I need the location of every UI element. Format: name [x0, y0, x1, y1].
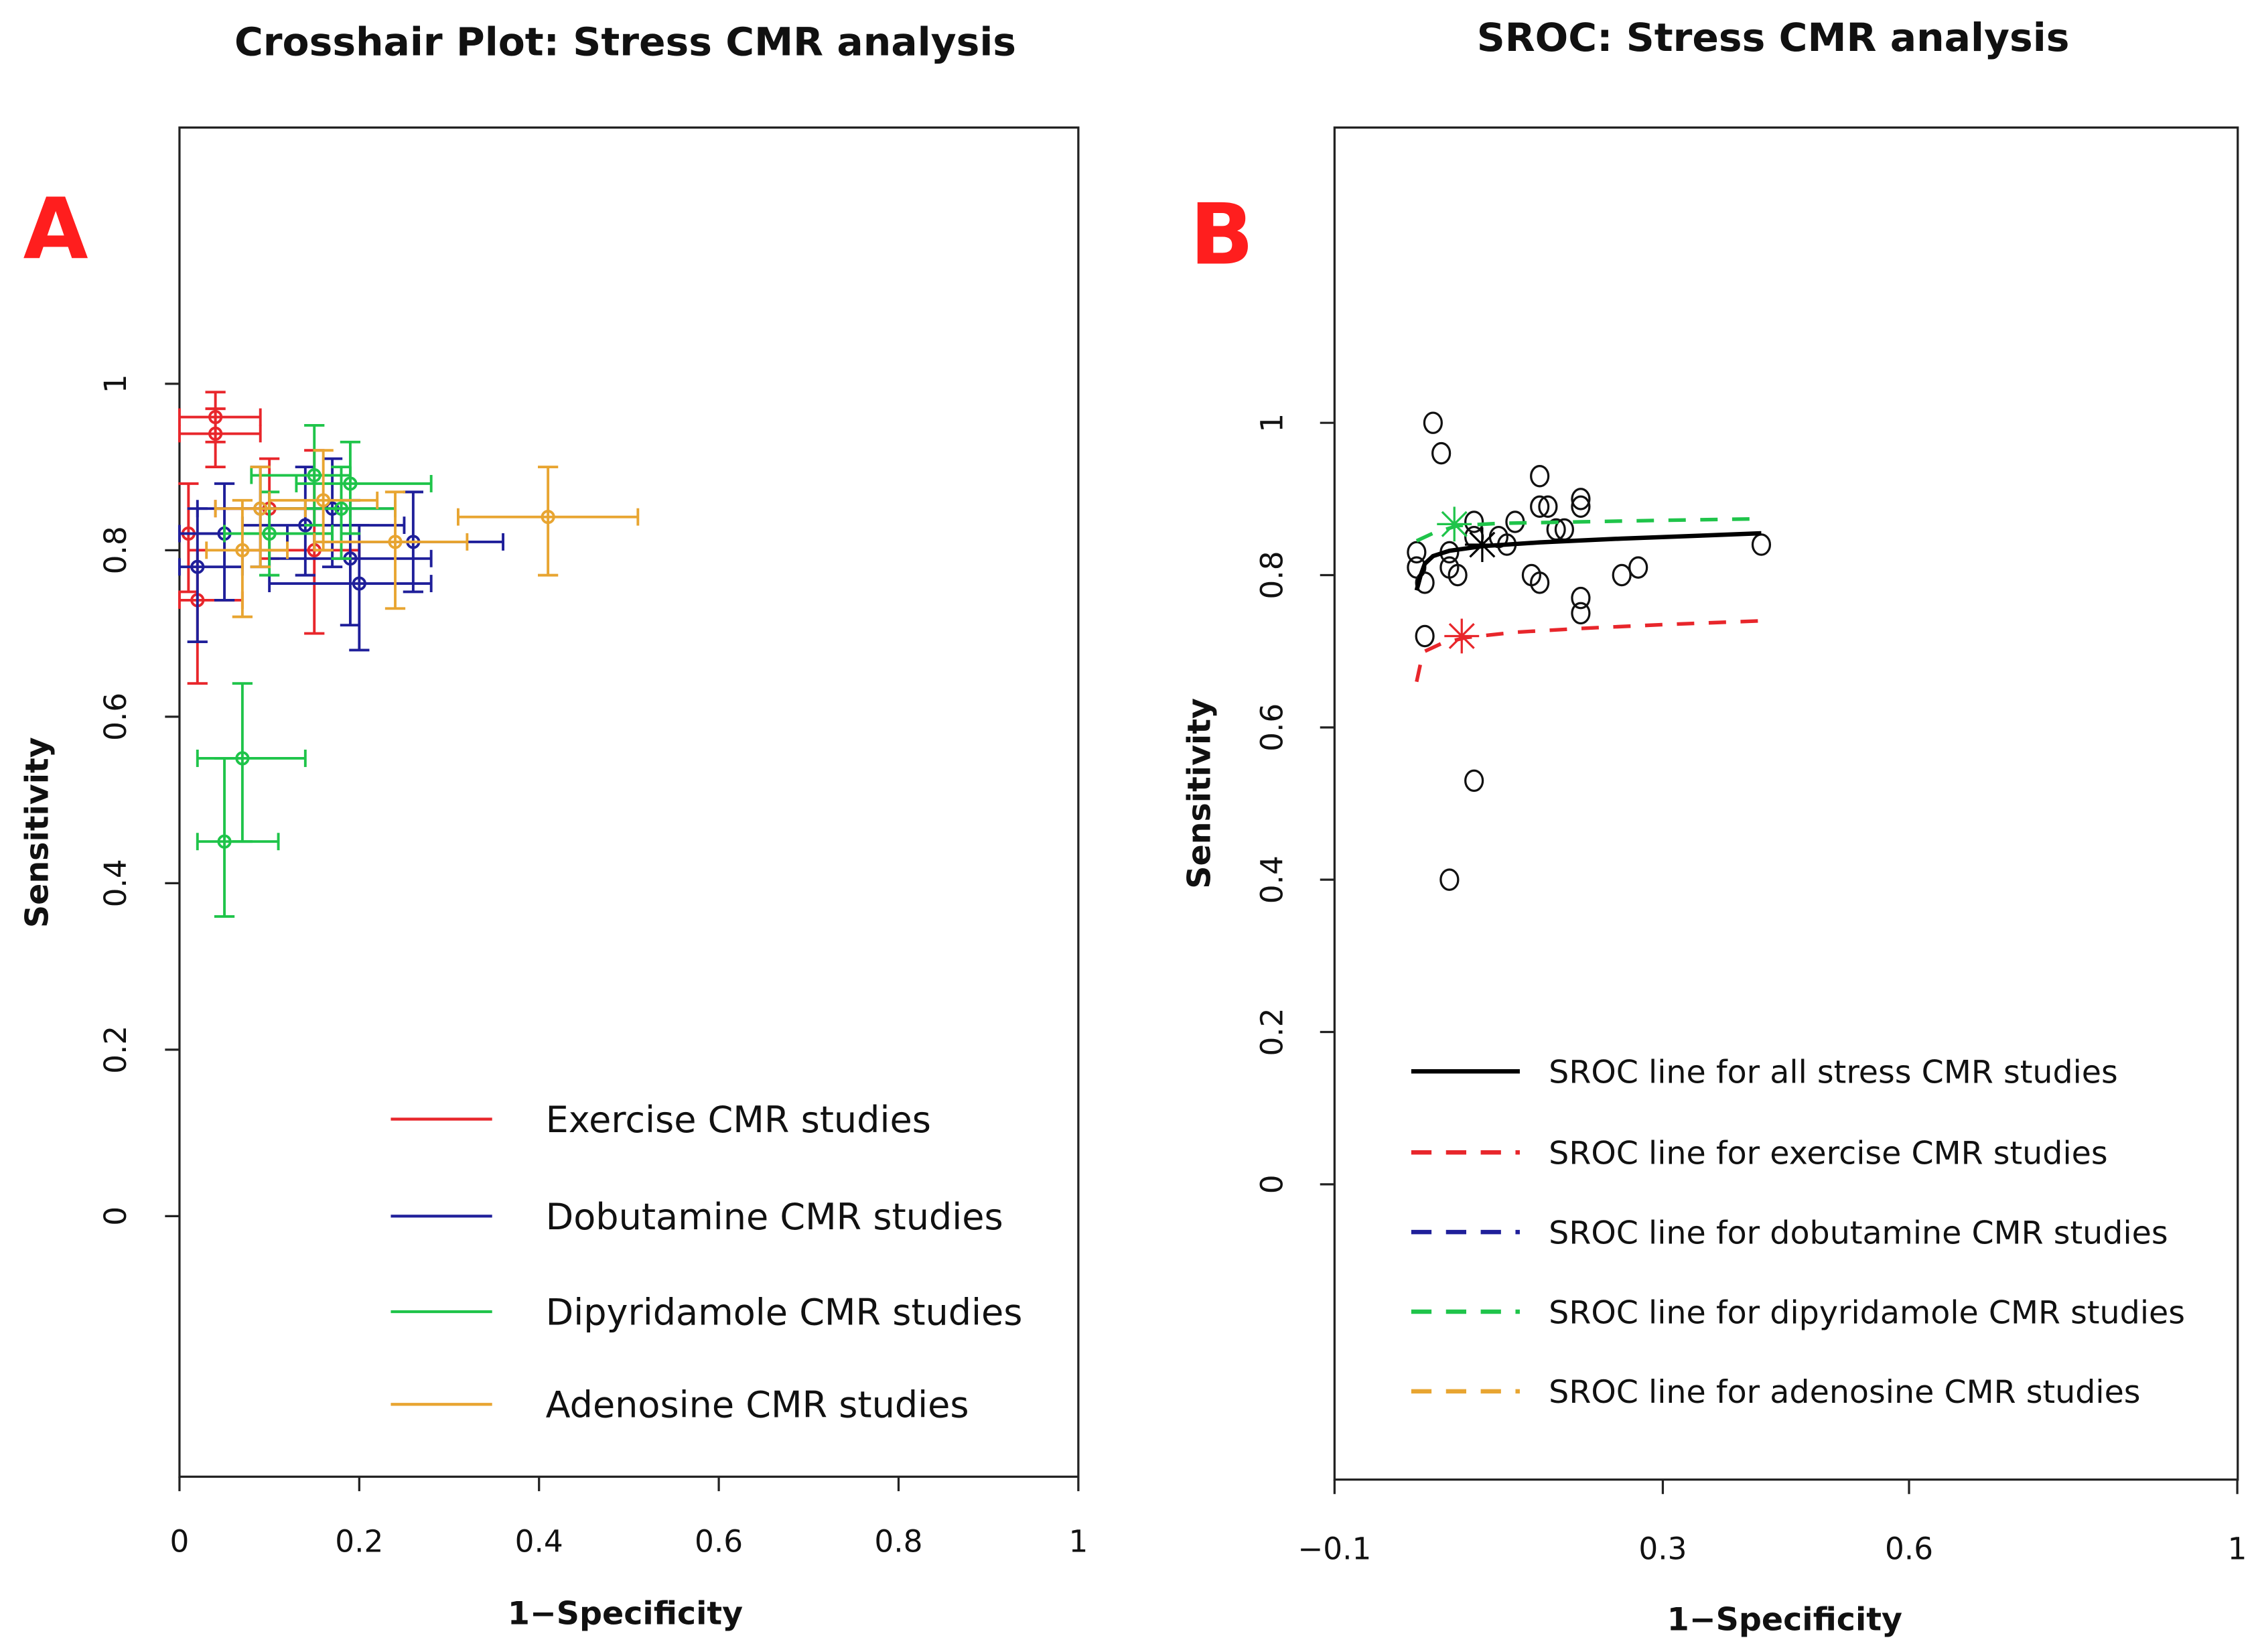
x-tick-label: 0.2	[335, 1524, 383, 1560]
y-tick-label: 0.4	[98, 859, 133, 907]
legend-label: SROC line for dipyridamole CMR studies	[1549, 1294, 2185, 1331]
panel-a-ylabel: Sensitivity	[19, 737, 56, 928]
point-marker	[190, 559, 205, 574]
point-marker	[352, 576, 366, 591]
panel-a-title: Crosshair Plot: Stress CMR analysis	[234, 19, 1016, 64]
x-tick-label: 0.3	[1638, 1531, 1687, 1566]
x-tick-label: 0.4	[515, 1524, 563, 1560]
study-point	[1571, 586, 1591, 610]
x-tick-label: 1	[2228, 1531, 2247, 1566]
x-tick-label: 0.8	[874, 1524, 922, 1560]
point-marker	[235, 751, 250, 766]
study-point	[1431, 441, 1452, 465]
y-tick-label: 0.2	[1255, 1008, 1290, 1056]
x-tick-label: 0.6	[695, 1524, 743, 1560]
y-tick-label: 0.4	[1255, 855, 1290, 904]
legend-label: SROC line for all stress CMR studies	[1549, 1054, 2118, 1091]
study-point	[1571, 495, 1591, 518]
x-tick-label: 1	[1068, 1524, 1088, 1560]
study-point	[1530, 571, 1550, 594]
sroc-line	[1415, 619, 1762, 683]
point-marker	[334, 501, 349, 516]
star-ray	[1448, 622, 1475, 649]
legend-label: Dobutamine CMR studies	[546, 1196, 1003, 1238]
y-tick-label: 0	[1255, 1174, 1290, 1194]
star-ray	[1469, 531, 1496, 558]
crosshair-point	[268, 524, 433, 652]
crosshair-point	[457, 466, 640, 577]
point-marker	[217, 834, 232, 849]
panel-a-label: A	[23, 180, 88, 278]
star-ray	[1441, 510, 1468, 537]
panel-b-marks: −0.1 0.3 0.6 1 0 0.2 0.4 0.6 0.8 1 SROC line for a…	[1255, 411, 2247, 1566]
point-marker	[343, 476, 358, 491]
point-marker	[307, 468, 322, 483]
study-point	[1571, 602, 1591, 625]
study-point	[1464, 769, 1484, 793]
panel-b-plot-frame	[1333, 126, 2239, 1481]
x-tick-label: −0.1	[1297, 1531, 1371, 1566]
crosshair-point	[205, 498, 289, 618]
study-point	[1439, 868, 1460, 891]
study-point	[1751, 533, 1772, 556]
study-point	[1415, 624, 1435, 648]
summary-point-star	[1444, 618, 1480, 654]
crosshair-point	[295, 440, 433, 535]
panel-b-xlabel: 1−Specificity	[1667, 1601, 1902, 1638]
panel-b-title: SROC: Stress CMR analysis	[1477, 15, 2070, 60]
legend-label: Exercise CMR studies	[546, 1099, 931, 1141]
panel-a-marks: 0 0.2 0.4 0.6 0.8 1 0 0.2 0.4 0.6 0.8 1 Exercise CMR…	[98, 374, 1088, 1559]
legend-label: Adenosine CMR studies	[546, 1384, 969, 1426]
panel-b-ylabel: Sensitivity	[1182, 698, 1218, 889]
y-tick-label: 0.6	[98, 693, 133, 741]
y-tick-label: 0	[98, 1207, 133, 1226]
point-marker	[208, 426, 223, 441]
study-point	[1423, 411, 1443, 434]
point-marker	[316, 493, 331, 508]
crosshair-point	[178, 482, 226, 594]
point-marker	[253, 501, 268, 516]
study-point	[1530, 465, 1550, 488]
y-tick-label: 0.8	[1255, 551, 1290, 599]
y-tick-label: 1	[98, 374, 133, 393]
study-point	[1415, 571, 1435, 594]
study-point	[1448, 563, 1468, 587]
summary-point-star	[1464, 527, 1500, 562]
study-point	[1464, 510, 1484, 533]
x-tick-label: 0	[170, 1524, 190, 1560]
point-marker	[541, 510, 555, 525]
point-marker	[262, 526, 277, 541]
y-tick-label: 1	[1255, 413, 1290, 433]
crosshair-point	[178, 407, 262, 469]
point-marker	[388, 535, 403, 549]
legend-label: SROC line for adenosine CMR studies	[1549, 1374, 2140, 1411]
y-tick-label: 0.2	[98, 1026, 133, 1074]
study-point	[1628, 556, 1648, 579]
crosshair-point	[223, 490, 334, 577]
legend-label: SROC line for dobutamine CMR studies	[1549, 1215, 2168, 1251]
study-point	[1612, 563, 1632, 587]
crosshair-point	[196, 757, 280, 918]
legend-label: Dipyridamole CMR studies	[546, 1291, 1023, 1333]
crosshair-point	[313, 490, 469, 610]
point-marker	[235, 543, 250, 557]
summary-point-star	[1437, 506, 1472, 542]
panel-a-xlabel: 1−Specificity	[508, 1596, 743, 1633]
crosshair-point	[214, 466, 307, 569]
study-point	[1538, 495, 1558, 518]
study-point	[1407, 541, 1427, 564]
crosshair-point	[268, 449, 379, 552]
crosshair-point	[196, 682, 307, 843]
study-point	[1530, 495, 1550, 518]
sroc-line	[1414, 531, 1762, 592]
study-point	[1571, 488, 1591, 510]
panel-a-plot-frame	[178, 126, 1080, 1478]
legend-label: SROC line for exercise CMR studies	[1549, 1135, 2108, 1172]
y-tick-label: 0.6	[1255, 703, 1290, 752]
x-tick-label: 0.6	[1885, 1531, 1933, 1566]
panel-b-label: B	[1190, 186, 1254, 283]
y-tick-label: 0.8	[98, 526, 133, 574]
